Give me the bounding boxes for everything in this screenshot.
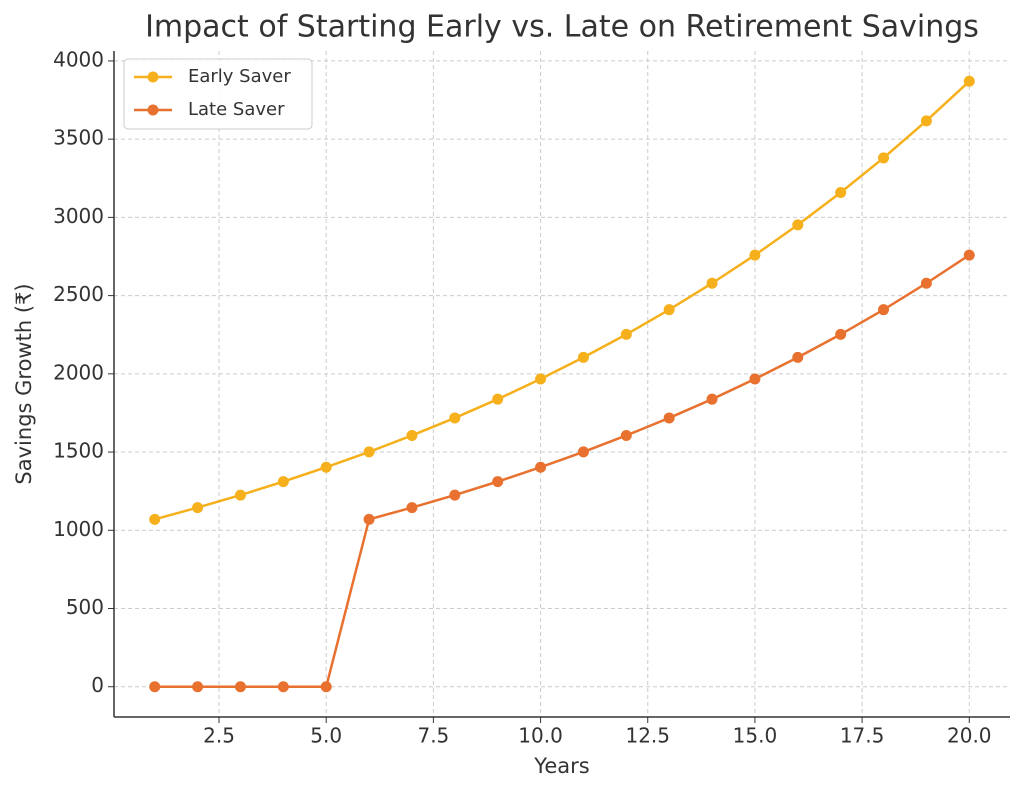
data-point: [449, 412, 461, 424]
data-point: [792, 351, 804, 363]
data-point: [620, 429, 632, 441]
data-point: [835, 328, 847, 340]
data-point: [577, 446, 589, 458]
legend-marker: [147, 104, 159, 116]
x-tick-label: 5.0: [310, 724, 342, 748]
y-tick-label: 4000: [53, 47, 104, 71]
legend-marker: [147, 71, 159, 83]
x-tick-label: 20.0: [947, 724, 992, 748]
x-axis-label: Years: [533, 754, 589, 778]
data-point: [878, 152, 890, 164]
x-tick-label: 17.5: [840, 724, 885, 748]
data-point: [234, 681, 246, 693]
data-point: [535, 373, 547, 385]
data-point: [320, 461, 332, 473]
y-tick-label: 500: [66, 595, 104, 619]
data-point: [149, 513, 161, 525]
data-point: [449, 489, 461, 501]
x-tick-label: 2.5: [203, 724, 235, 748]
y-tick-label: 1500: [53, 439, 104, 463]
legend-label: Late Saver: [188, 99, 285, 120]
data-point: [149, 681, 161, 693]
data-point: [878, 304, 890, 316]
data-point: [663, 412, 675, 424]
data-point: [406, 429, 418, 441]
data-point: [320, 681, 332, 693]
y-axis-label: Savings Growth (₹): [12, 283, 36, 484]
data-point: [277, 681, 289, 693]
y-tick-label: 1000: [53, 517, 104, 541]
data-point: [406, 502, 418, 514]
data-point: [963, 249, 975, 261]
legend-label: Early Saver: [188, 66, 291, 87]
data-point: [492, 393, 504, 405]
data-point: [706, 277, 718, 289]
data-point: [192, 681, 204, 693]
data-point: [920, 277, 932, 289]
series-line: [154, 80, 971, 521]
data-point: [277, 476, 289, 488]
grid: [114, 51, 1010, 717]
x-tick-label: 12.5: [625, 724, 670, 748]
data-point: [835, 187, 847, 199]
y-tick-label: 2000: [53, 360, 104, 384]
chart-title: Impact of Starting Early vs. Late on Ret…: [145, 10, 979, 45]
series-line: [154, 254, 970, 688]
data-point: [363, 513, 375, 525]
x-tick-label: 7.5: [417, 724, 449, 748]
data-point: [535, 461, 547, 473]
data-point: [577, 351, 589, 363]
data-point: [663, 304, 675, 316]
y-tick-label: 2500: [53, 282, 104, 306]
data-point: [363, 446, 375, 458]
data-point: [234, 489, 246, 501]
data-point: [792, 219, 804, 231]
data-point: [492, 476, 504, 488]
data-point: [706, 393, 718, 405]
y-tick-label: 3500: [53, 126, 104, 150]
data-point: [749, 249, 761, 261]
x-tick-label: 10.0: [518, 724, 563, 748]
data-point: [749, 373, 761, 385]
x-tick-label: 15.0: [733, 724, 778, 748]
data-point: [963, 75, 975, 87]
y-tick-label: 3000: [53, 204, 104, 228]
data-point: [192, 502, 204, 514]
y-tick-label: 0: [91, 673, 104, 697]
data-point: [620, 328, 632, 340]
data-point: [920, 115, 932, 127]
